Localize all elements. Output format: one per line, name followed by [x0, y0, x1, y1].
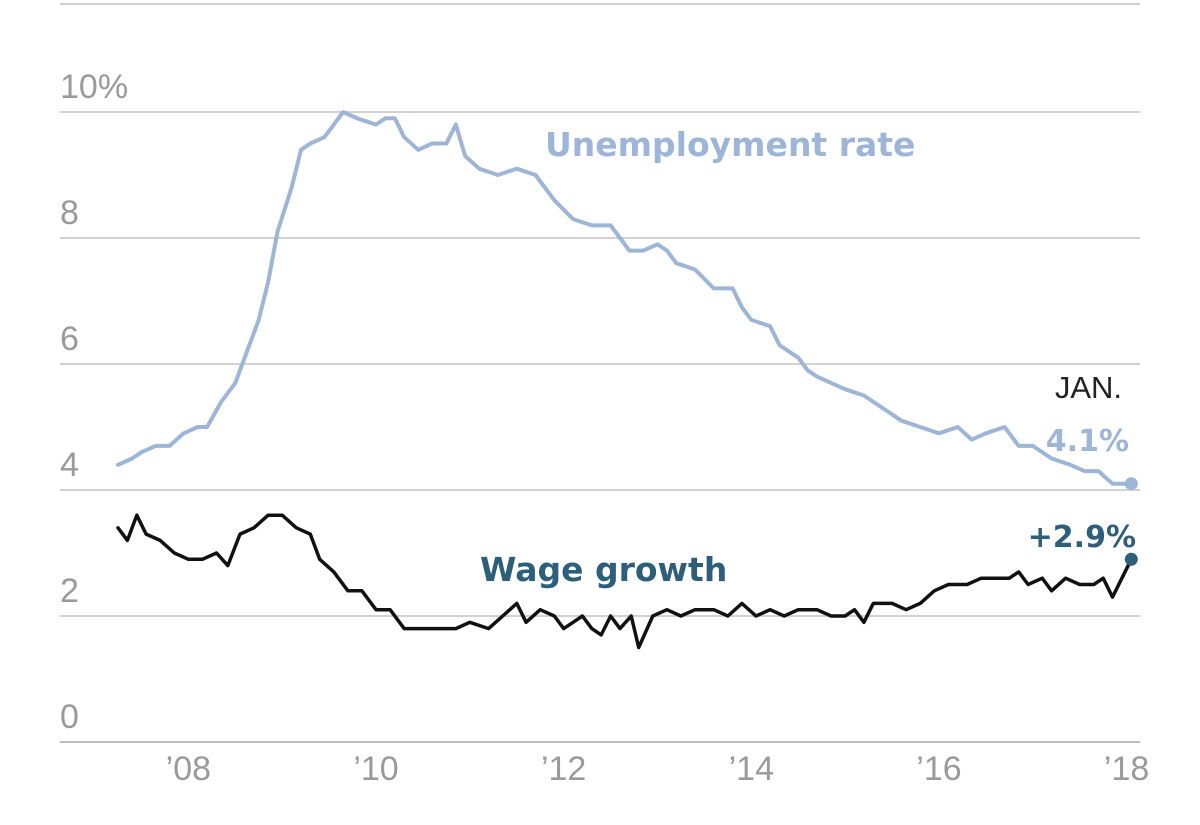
series-lines	[116, 110, 1138, 650]
series-labels: Unemployment rate Wage growth JAN. 4.1% …	[480, 125, 1136, 589]
x-tick-label-2018: ’18	[1104, 750, 1149, 788]
y-tick-label-4: 4	[60, 446, 79, 484]
end-date-label: JAN.	[1055, 370, 1122, 405]
y-tick-label-6: 6	[60, 320, 79, 358]
y-tick-label-8: 8	[60, 194, 79, 232]
x-tick-label-2016: ’16	[916, 750, 961, 788]
series-line-wage-growth	[116, 513, 1134, 650]
y-tick-label-0: 0	[60, 698, 79, 736]
x-tick-label-2008: ’08	[166, 750, 211, 788]
x-tick-label-2012: ’12	[541, 750, 586, 788]
series-label-wage-growth: Wage growth	[480, 550, 727, 589]
unemployment-end-value-label: 4.1%	[1046, 424, 1129, 459]
x-tick-label-2010: ’10	[353, 750, 398, 788]
series-line-unemployment-rate	[116, 110, 1134, 486]
gridlines	[60, 111, 1140, 743]
x-tick-label-2014: ’14	[729, 750, 774, 788]
wage-growth-end-value-label: +2.9%	[1028, 520, 1136, 555]
series-label-unemployment-rate: Unemployment rate	[545, 125, 915, 164]
x-axis-ticks: ’08 ’10 ’12 ’14 ’16 ’18	[166, 750, 1150, 788]
y-tick-label-10: 10%	[60, 68, 128, 106]
end-point-unemployment-rate	[1124, 477, 1138, 491]
y-tick-label-2: 2	[60, 572, 79, 610]
y-axis-ticks: 10% 8 6 4 2 0	[60, 68, 128, 736]
end-point-wage-growth	[1124, 552, 1138, 566]
